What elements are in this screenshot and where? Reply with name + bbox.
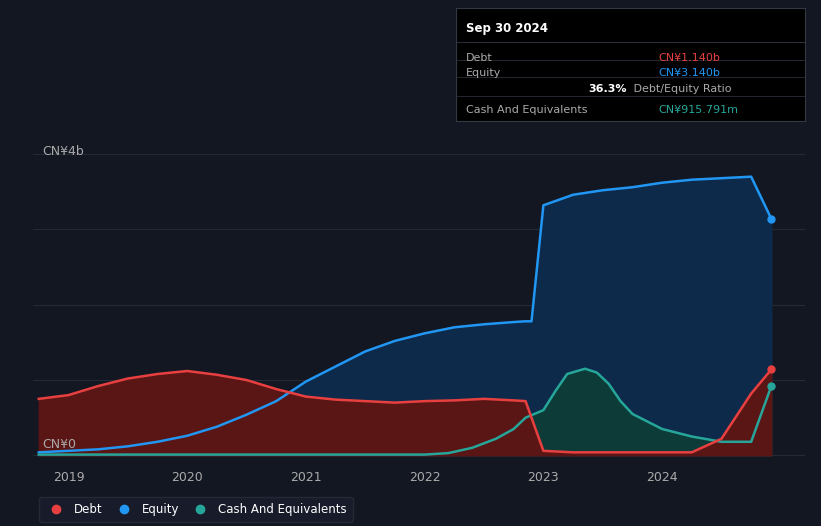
Text: CN¥915.791m: CN¥915.791m bbox=[658, 105, 738, 115]
Legend: Debt, Equity, Cash And Equivalents: Debt, Equity, Cash And Equivalents bbox=[39, 497, 353, 522]
Text: Sep 30 2024: Sep 30 2024 bbox=[466, 22, 548, 35]
Text: 36.3%: 36.3% bbox=[588, 84, 626, 94]
Text: Debt: Debt bbox=[466, 53, 493, 63]
Text: Debt/Equity Ratio: Debt/Equity Ratio bbox=[631, 84, 732, 94]
Text: CN¥1.140b: CN¥1.140b bbox=[658, 53, 720, 63]
Text: CN¥3.140b: CN¥3.140b bbox=[658, 68, 720, 78]
Text: CN¥0: CN¥0 bbox=[43, 438, 76, 451]
Text: Cash And Equivalents: Cash And Equivalents bbox=[466, 105, 588, 115]
Text: CN¥4b: CN¥4b bbox=[43, 145, 84, 158]
Text: Equity: Equity bbox=[466, 68, 502, 78]
